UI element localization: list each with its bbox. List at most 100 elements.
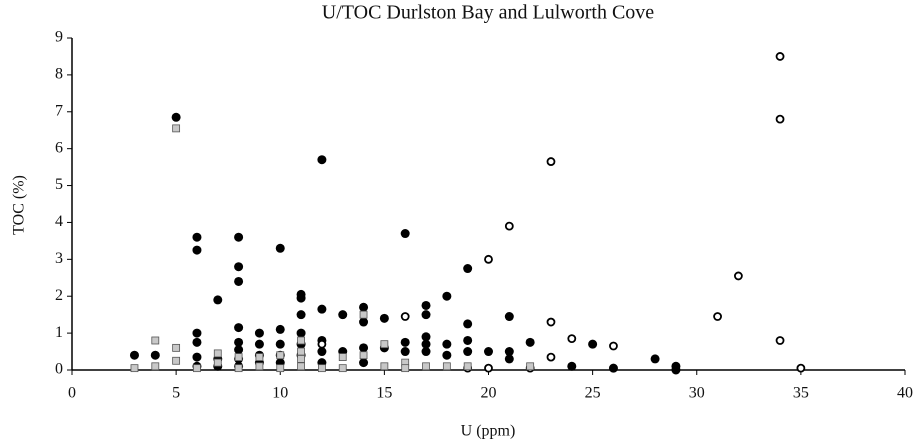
- point: [275, 324, 285, 334]
- point: [650, 354, 660, 364]
- point: [484, 254, 493, 264]
- point: [234, 276, 244, 286]
- point: [421, 347, 431, 357]
- y-tick-label: 0: [55, 361, 63, 378]
- point: [172, 356, 181, 365]
- point: [526, 362, 535, 371]
- point: [400, 312, 410, 321]
- point: [338, 310, 348, 320]
- point: [463, 362, 472, 371]
- y-tick-label: 6: [55, 139, 63, 156]
- point: [567, 334, 577, 344]
- point: [234, 323, 244, 333]
- point: [254, 328, 264, 338]
- point: [775, 114, 785, 124]
- point: [546, 352, 556, 362]
- point: [567, 361, 577, 371]
- point: [297, 355, 305, 363]
- point: [734, 271, 743, 281]
- x-tick-label: 5: [172, 385, 180, 402]
- point: [525, 337, 535, 347]
- point: [172, 124, 181, 133]
- point: [254, 339, 264, 349]
- point: [359, 351, 368, 360]
- point: [380, 340, 389, 349]
- point: [296, 310, 306, 320]
- point: [379, 313, 389, 323]
- point: [275, 243, 285, 253]
- y-tick-label: 2: [55, 287, 63, 304]
- x-tick-label: 40: [897, 385, 913, 402]
- point: [317, 155, 327, 165]
- point: [150, 350, 160, 360]
- point: [151, 336, 160, 345]
- x-tick-label: 25: [585, 385, 601, 402]
- y-tick-label: 1: [55, 324, 63, 341]
- point: [422, 362, 430, 371]
- point: [297, 362, 305, 371]
- point: [400, 347, 410, 357]
- point: [359, 358, 369, 368]
- point: [234, 232, 244, 242]
- x-tick-label: 15: [376, 385, 392, 402]
- point: [192, 337, 202, 347]
- point: [463, 319, 473, 329]
- point: [421, 339, 431, 349]
- point: [400, 337, 410, 347]
- point: [192, 328, 202, 338]
- point: [213, 295, 223, 305]
- point: [296, 293, 306, 303]
- point: [213, 349, 222, 358]
- point: [713, 312, 722, 321]
- point: [588, 339, 598, 349]
- y-tick-label: 3: [55, 250, 63, 267]
- point: [234, 353, 243, 361]
- point: [234, 364, 243, 373]
- point: [151, 362, 160, 371]
- point: [775, 336, 785, 345]
- point: [338, 364, 347, 373]
- point: [463, 347, 473, 357]
- x-tick-label: 20: [481, 385, 497, 402]
- point: [504, 354, 514, 364]
- point: [359, 310, 368, 319]
- point: [255, 362, 264, 371]
- point: [171, 112, 181, 122]
- point: [338, 353, 347, 361]
- point: [546, 157, 556, 166]
- y-tick-label: 5: [55, 176, 63, 193]
- x-axis-label: U (ppm): [461, 423, 516, 440]
- point: [192, 232, 202, 242]
- point: [359, 343, 369, 353]
- point: [400, 229, 410, 239]
- point: [442, 350, 452, 360]
- point: [671, 365, 681, 375]
- point: [796, 363, 806, 373]
- x-tick-label: 10: [272, 385, 288, 402]
- point: [172, 343, 181, 352]
- point: [401, 364, 410, 373]
- point: [317, 347, 327, 357]
- y-axis-label: TOC (%): [11, 175, 28, 235]
- point: [255, 353, 264, 361]
- point: [463, 264, 473, 274]
- point: [297, 336, 305, 345]
- point: [213, 358, 222, 367]
- point: [380, 362, 389, 371]
- point: [421, 300, 431, 310]
- x-tick-label: 35: [793, 385, 809, 402]
- point: [442, 362, 451, 371]
- point: [192, 352, 202, 362]
- point: [276, 351, 285, 360]
- point: [608, 363, 618, 373]
- point: [234, 337, 244, 347]
- point: [775, 52, 785, 61]
- point: [297, 347, 305, 356]
- x-tick-label: 30: [689, 385, 705, 402]
- point: [130, 364, 139, 373]
- point: [192, 245, 202, 255]
- point: [234, 345, 244, 355]
- point: [317, 304, 327, 314]
- point: [421, 310, 431, 320]
